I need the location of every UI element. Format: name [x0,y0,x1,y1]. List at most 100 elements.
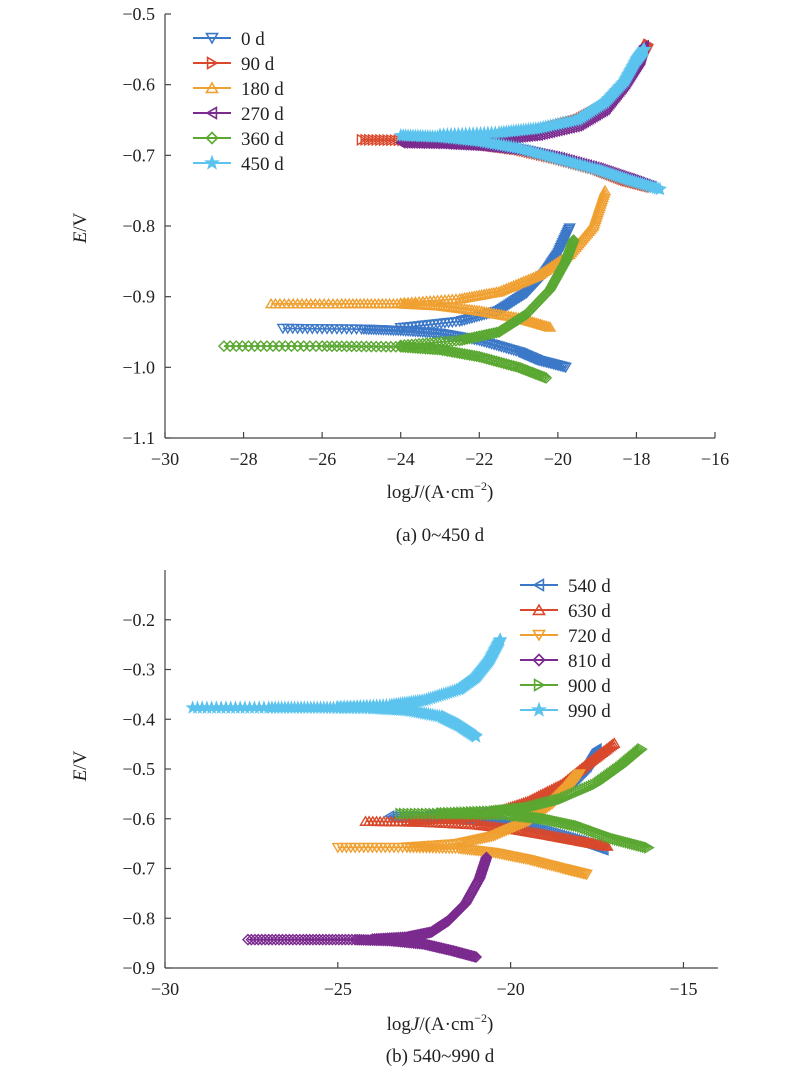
legend-label: 450 d [241,154,284,175]
data-point [360,340,373,353]
data-point [490,340,503,352]
legend-item: 450 d [193,154,284,175]
legend-marker [532,629,546,642]
y-tick-label: −0.7 [122,145,155,165]
caption-a: (a) 0~450 d [396,525,485,546]
data-point [500,343,513,355]
legend-label: 90 d [241,54,275,75]
legend-label: 540 d [568,576,611,597]
data-point [493,632,508,646]
legend-label: 720 d [568,626,611,647]
y-tick-label: −0.8 [122,908,155,928]
y-ticks-b: −0.2 −0.3 −0.4 −0.5 −0.6 −0.7 −0.8 −0.9 [122,610,171,978]
data-point [446,806,458,820]
data-point [330,340,343,353]
x-tick-label: −20 [544,449,572,469]
y-tick-label: −0.3 [122,660,155,680]
data-point [504,344,518,356]
legend-marker [533,678,546,692]
legend-label: 810 d [568,651,611,672]
data-point [485,339,498,350]
y-tick-label: −0.4 [122,709,155,729]
data-point [436,807,448,820]
legend-item: 630 d [520,601,611,622]
y-tick-label: −0.9 [122,287,155,307]
y-axis-label-a: E/V [70,212,91,244]
data-point [490,326,503,339]
series-810d [241,851,493,964]
legend-item: 180 d [193,79,284,100]
y-tick-label: −0.7 [122,859,155,879]
legend-marker [532,578,545,592]
x-tick-label: −28 [229,449,257,469]
y-tick-label: −0.9 [122,958,155,978]
data-point [465,805,477,819]
data-point [472,805,484,819]
plot-area-a [217,38,668,384]
legend-item: 270 d [193,104,284,125]
data-point [321,340,334,353]
y-tick-label: −0.6 [122,809,155,829]
data-point [563,223,576,235]
legend-marker [532,603,546,616]
legend-marker [206,56,219,70]
series-900d [395,742,655,854]
legend-marker [530,701,548,717]
data-point [601,840,614,851]
legend-label: 990 d [568,701,611,722]
legend-label: 630 d [568,601,611,622]
plot-area-b [185,632,655,964]
data-point [478,805,490,818]
legend-item: 990 d [520,701,611,722]
data-point [350,340,363,353]
data-point [365,340,378,353]
data-point [510,360,523,373]
series-450d [393,41,668,196]
legend-marker [205,32,219,45]
data-point [603,740,616,752]
data-point [608,737,621,748]
data-point [637,742,648,756]
legend-item: 90 d [193,54,275,75]
x-ticks-b: −30 −25 −20 −15 [151,962,698,999]
legend-item: 360 d [193,129,284,150]
x-tick-label: −16 [701,449,729,469]
data-point [467,950,480,963]
y-tick-label: −0.8 [122,216,155,236]
data-point [482,805,493,818]
data-point [475,805,487,819]
data-point [488,327,501,340]
data-point [453,806,464,819]
data-point [370,340,383,353]
legend-label: 270 d [241,104,284,125]
y-ticks-a: −0.5 −0.6 −0.7 −0.8 −0.9 −1.0 −1.1 [122,4,171,448]
legend-a: 0 d 90 d 180 d 270 d 360 d 450 d [193,29,284,175]
y-tick-label: −0.5 [122,4,155,24]
legend-label: 360 d [241,129,284,150]
data-point [502,344,515,355]
data-point [559,362,572,374]
data-point [573,769,586,780]
y-axis-label-b: E/V [70,750,91,782]
y-tick-label: −1.0 [122,357,155,377]
series-270d [394,39,657,194]
data-point [345,340,358,353]
data-point [485,805,496,818]
data-point [440,806,451,820]
data-point [543,321,557,332]
data-point [316,340,329,353]
series-990d [185,632,508,743]
y-tick-label: −0.2 [122,610,155,630]
data-point [606,738,620,749]
data-point [468,950,481,963]
data-point [443,806,454,820]
data-point [540,371,553,384]
data-point [598,184,612,196]
legend-marker [205,81,219,94]
data-point [644,841,655,854]
x-ticks-a: −30 −28 −26 −24 −22 −20 −18 −16 [151,432,729,469]
data-point [605,739,618,751]
chart-panel-b: −30 −25 −20 −15 −0.2−0.3−0.4−0.5−0.6−0.7−0.… [70,570,718,1067]
data-point [355,340,368,353]
data-point [580,869,593,881]
